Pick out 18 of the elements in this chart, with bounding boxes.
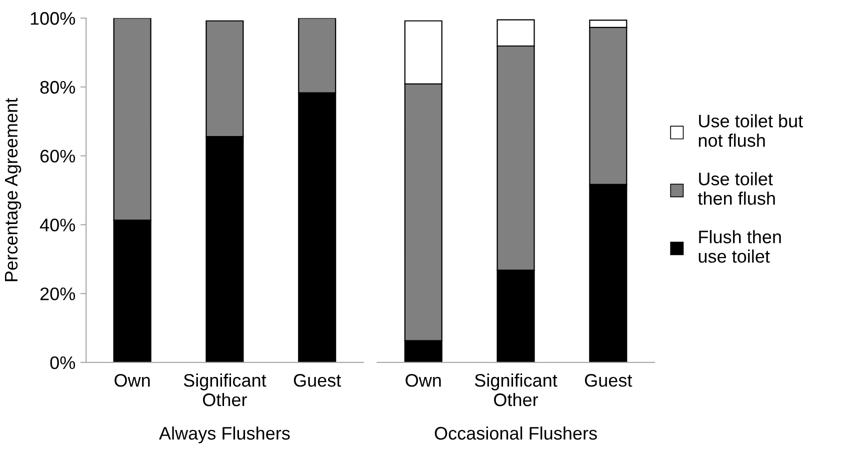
y-tick-label: 0% xyxy=(50,356,76,370)
y-tick-label: 100% xyxy=(30,12,76,25)
x-tick-label: Own xyxy=(114,374,150,387)
x-tick-label: Guest xyxy=(294,374,342,387)
legend-label: Flush then use toilet xyxy=(698,230,781,263)
x-tick-label: Significant Other xyxy=(474,374,558,406)
y-axis-title: Percentage Agreement xyxy=(5,98,22,282)
x-tick-label: Own xyxy=(406,374,441,387)
y-tick-label: 40% xyxy=(40,218,76,232)
x-axis-title: Always Flushers xyxy=(159,426,290,444)
x-tick-label: Significant Other xyxy=(184,374,266,406)
legend-label: Use toilet then flush xyxy=(698,172,775,205)
y-tick-label: 60% xyxy=(40,150,76,163)
x-axis-title: Occasional Flushers xyxy=(434,426,597,440)
x-tick-label: Guest xyxy=(584,374,632,387)
legend-label: Use toilet but not flush xyxy=(698,114,803,147)
y-tick-label: 80% xyxy=(40,80,76,94)
y-tick-label: 20% xyxy=(40,287,76,300)
